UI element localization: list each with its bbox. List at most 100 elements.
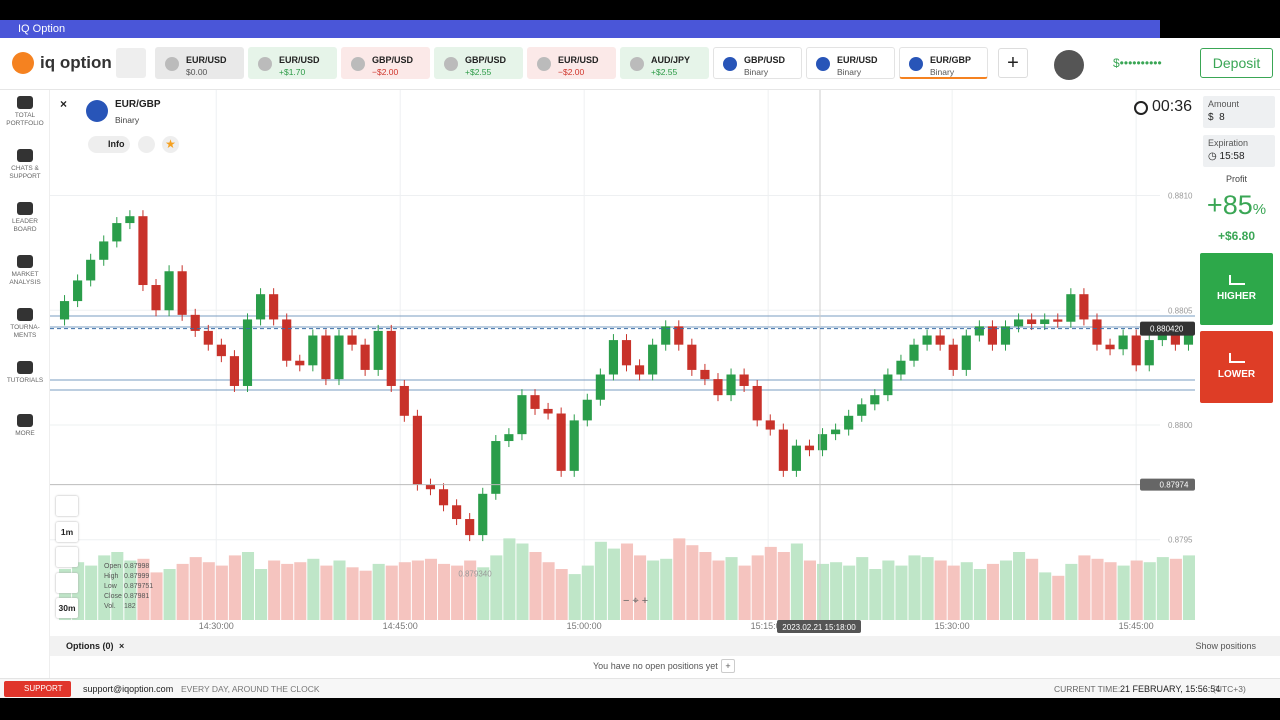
sidebar-item[interactable]: CHATS & SUPPORT <box>0 149 50 181</box>
volume-bar <box>176 563 189 620</box>
candle <box>269 294 279 320</box>
footer: SUPPORT support@iqoption.com EVERY DAY, … <box>0 678 1280 698</box>
crosshair-time: 2023.02.21 15:18:00 <box>782 623 856 632</box>
candle <box>112 223 122 242</box>
close-chart[interactable]: × <box>60 97 68 111</box>
asset-tab[interactable]: EUR/USD −$2.00 <box>527 47 616 79</box>
window-controls[interactable] <box>1160 20 1280 38</box>
volume-bar <box>1143 562 1156 620</box>
balance[interactable]: $•••••••••• <box>1113 56 1162 70</box>
expiration-label: Expiration <box>1208 138 1249 148</box>
volume-bar <box>738 565 751 620</box>
support-email[interactable]: support@iqoption.com <box>83 684 174 694</box>
candle <box>1183 328 1194 345</box>
info-button[interactable]: Info <box>88 136 130 153</box>
sidebar-item[interactable]: TOURNA-MENTS <box>0 308 50 340</box>
favorite-button[interactable]: ★ <box>162 136 179 153</box>
volume-bar <box>189 557 202 620</box>
volume-bar <box>555 569 568 620</box>
asset-tab[interactable]: EUR/GBP Binary <box>899 47 988 79</box>
x-tick-label: 15:30:00 <box>935 621 970 631</box>
candle <box>556 413 566 471</box>
logo[interactable]: iq option <box>40 53 112 72</box>
ohlc-value: 0.879751 <box>124 583 154 590</box>
close-options[interactable]: × <box>119 641 125 651</box>
indicator-button[interactable] <box>56 573 78 593</box>
ohlc-label: Open <box>104 563 122 570</box>
current-price-tag <box>1140 321 1195 336</box>
sidebar-item[interactable]: MORE <box>0 414 50 438</box>
amount-box[interactable]: Amount $ 8 <box>1203 96 1275 128</box>
candle <box>308 335 318 366</box>
asset-tab[interactable]: EUR/USD +$1.70 <box>248 47 337 79</box>
avatar[interactable] <box>1054 50 1084 80</box>
tab-sub: +$2.55 <box>651 67 678 77</box>
volume-bar <box>542 562 555 620</box>
asset-tab[interactable]: EUR/USD Binary <box>806 47 895 79</box>
draw-button[interactable] <box>56 547 78 567</box>
asset-tab[interactable]: EUR/USD $0.00 <box>155 47 244 79</box>
candle <box>870 395 880 405</box>
candle <box>1170 330 1180 345</box>
candle <box>713 379 723 396</box>
volume-bar <box>490 555 503 620</box>
candle <box>582 399 592 421</box>
candle <box>883 374 893 396</box>
timeframe-button[interactable]: 30m <box>56 598 78 618</box>
candle <box>648 344 658 375</box>
sidebar-item[interactable]: MARKET ANALYSIS <box>0 255 50 287</box>
candle <box>295 360 305 366</box>
flag <box>86 100 108 122</box>
volume-bar <box>85 565 98 620</box>
show-positions[interactable]: Show positions <box>1195 641 1256 651</box>
candle <box>765 420 775 430</box>
sidebar-icon <box>17 96 33 109</box>
grid-button[interactable] <box>116 48 146 78</box>
volume-bar <box>686 545 699 620</box>
volume-bar <box>98 555 111 620</box>
tab-icon <box>630 57 644 71</box>
volume-bar <box>503 538 516 620</box>
candle <box>242 319 253 386</box>
tab-pair: AUD/JPY <box>651 55 691 65</box>
sidebar-item[interactable]: LEADER BOARD <box>0 202 50 234</box>
candle <box>491 441 501 494</box>
options-tab[interactable]: Options (0) <box>66 641 114 651</box>
support-button[interactable]: SUPPORT <box>4 681 71 697</box>
candle <box>412 415 422 485</box>
tool-button[interactable] <box>56 496 78 516</box>
deposit-button[interactable]: Deposit <box>1200 48 1273 78</box>
lower-button[interactable]: LOWER <box>1200 331 1273 403</box>
y-tick-label: 0.8810 <box>1168 192 1193 201</box>
volume-bar <box>790 543 803 620</box>
asset-tab[interactable]: GBP/USD Binary <box>713 47 802 79</box>
sidebar-item[interactable]: TUTORIALS <box>0 361 50 385</box>
candle <box>465 519 475 536</box>
asset-name[interactable]: EUR/GBP <box>115 99 161 110</box>
asset-tab[interactable]: GBP/USD +$2.55 <box>434 47 523 79</box>
timeframe-button[interactable]: 1m <box>56 522 78 542</box>
alert-tag <box>1140 478 1195 491</box>
alert-button[interactable] <box>138 136 155 153</box>
candle <box>138 216 148 286</box>
candle <box>935 335 945 345</box>
asset-tab[interactable]: GBP/USD −$2.00 <box>341 47 430 79</box>
volume-bar <box>333 560 346 620</box>
sidebar-item[interactable]: TOTAL PORTFOLIO <box>0 96 50 128</box>
add-position[interactable]: + <box>721 659 735 673</box>
candle <box>791 445 801 471</box>
x-tick-label: 14:30:00 <box>199 621 234 631</box>
add-tab[interactable]: + <box>998 48 1028 78</box>
volume-bar <box>568 574 581 620</box>
volume-bar <box>477 567 490 620</box>
candle <box>987 326 998 345</box>
higher-button[interactable]: HIGHER <box>1200 253 1273 325</box>
asset-tab[interactable]: AUD/JPY +$2.55 <box>620 47 709 79</box>
volume-bar <box>294 562 307 620</box>
candle <box>1144 340 1154 366</box>
low-mark-label: 0.879340 <box>458 569 492 578</box>
candle <box>909 344 919 361</box>
expiration-box[interactable]: Expiration ◷ 15:58 <box>1203 135 1275 167</box>
candle <box>634 365 645 375</box>
candle <box>190 314 200 331</box>
